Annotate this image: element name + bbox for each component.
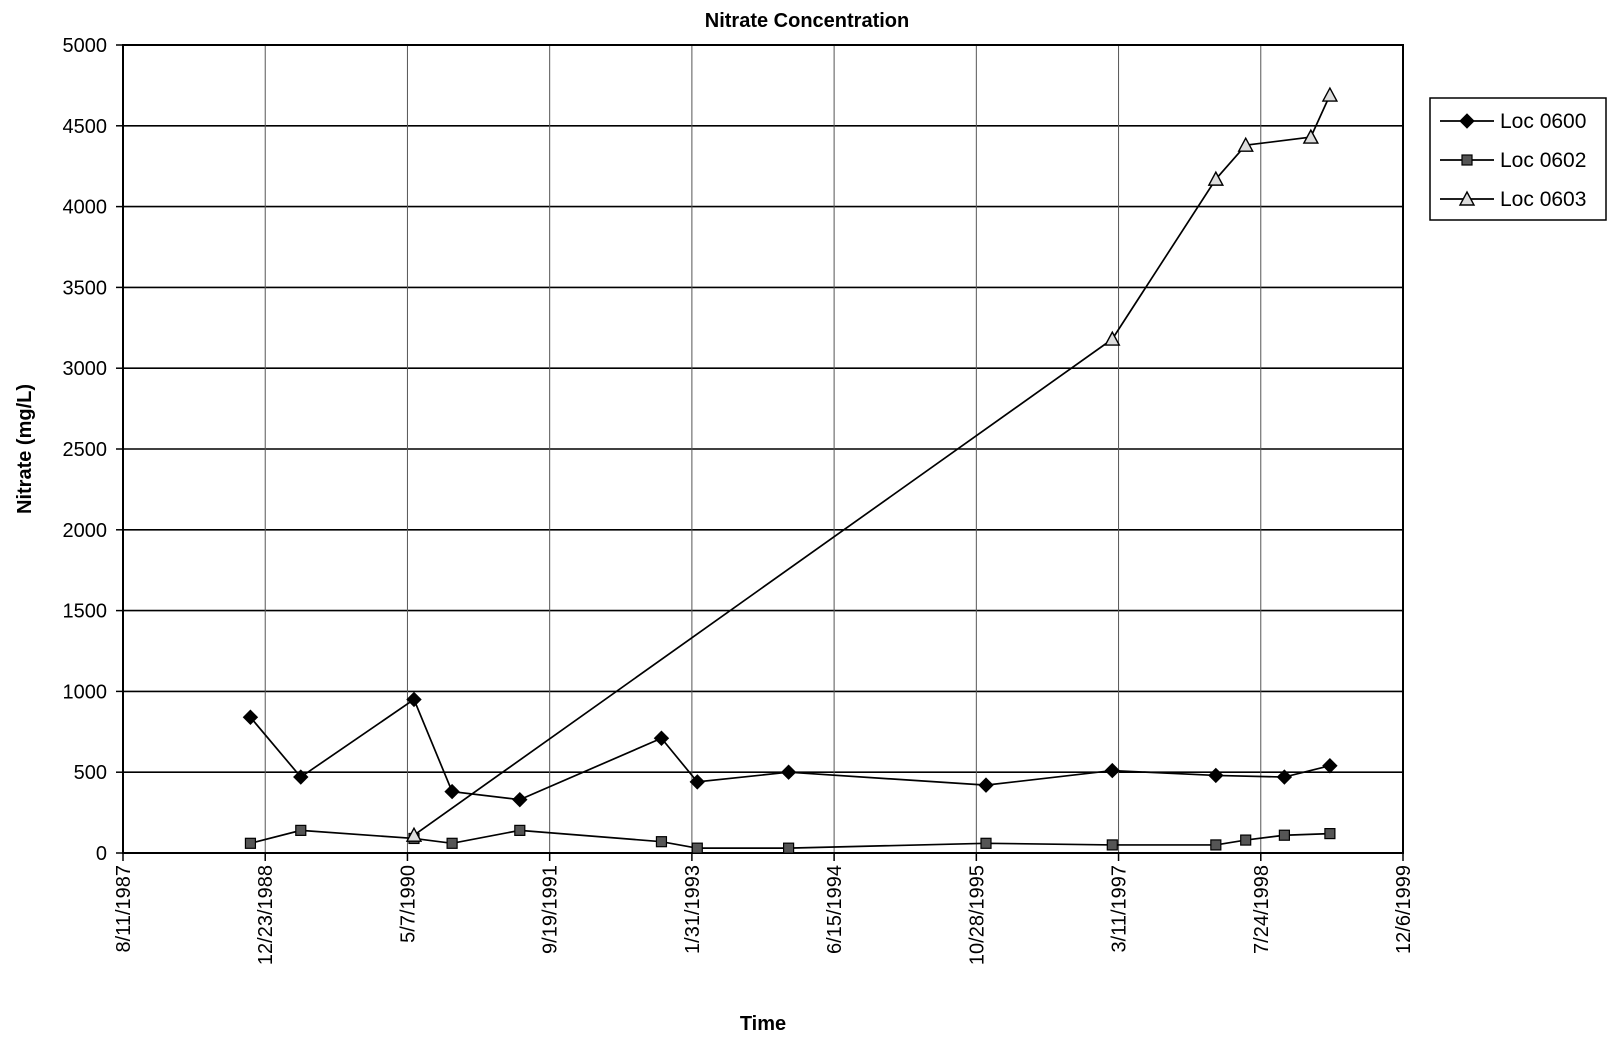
data-point-square — [1240, 834, 1252, 846]
x-tick-label: 5/7/1990 — [397, 865, 419, 943]
data-point-triangle — [1104, 330, 1121, 346]
data-point-diamond — [653, 730, 670, 746]
series-line — [413, 94, 1331, 836]
x-tick-label: 10/28/1995 — [966, 865, 988, 965]
y-tick-label: 0 — [96, 843, 107, 865]
legend-entry: Loc 0602 — [1440, 149, 1586, 172]
chart-title: Nitrate Concentration — [705, 10, 909, 32]
data-point-square — [655, 836, 668, 848]
x-tick-label: 1/31/1993 — [682, 865, 704, 954]
data-point-diamond — [780, 764, 797, 780]
legend-entry: Loc 0600 — [1440, 110, 1586, 133]
series-layer — [242, 86, 1339, 854]
y-tick-label: 2000 — [63, 520, 108, 542]
data-point-triangle — [1237, 136, 1254, 152]
data-point-diamond — [242, 709, 259, 725]
y-axis-title: Nitrate (mg/L) — [14, 384, 36, 514]
y-tick-label: 3000 — [63, 358, 108, 380]
y-tick-label: 3500 — [63, 277, 108, 299]
legend-label: Loc 0602 — [1500, 149, 1586, 172]
legend-entries: Loc 0600 Loc 0602 Loc 0603 — [1440, 110, 1586, 211]
data-point-diamond — [1208, 767, 1224, 784]
data-point-diamond — [1322, 758, 1338, 774]
data-point-triangle — [1321, 86, 1339, 102]
legend — [1429, 97, 1607, 221]
gridlines — [122, 44, 1404, 854]
legend-label: Loc 0600 — [1500, 110, 1586, 133]
data-point-square — [1210, 839, 1222, 851]
data-point-square — [514, 824, 526, 836]
data-point-square — [446, 837, 458, 849]
data-point-diamond — [406, 691, 422, 708]
x-tick-label: 3/11/1997 — [1109, 865, 1131, 953]
data-point-diamond — [689, 774, 706, 790]
data-point-square — [782, 842, 795, 854]
data-point-square — [1106, 839, 1118, 851]
data-point-triangle — [405, 826, 423, 842]
data-point-diamond — [293, 769, 309, 785]
x-tick-label: 12/6/1999 — [1393, 865, 1415, 954]
y-tick-label: 4500 — [63, 116, 108, 138]
y-axis-ticks: 0 500 1000 1500 2000 2500 3000 3500 4000 4500 5000 — [63, 35, 123, 865]
legend-marker-triangle — [1458, 190, 1476, 206]
data-point-diamond — [978, 777, 994, 793]
legend-marker-diamond — [1459, 113, 1475, 129]
data-point-square — [1278, 829, 1290, 841]
y-tick-label: 1500 — [63, 601, 108, 623]
y-tick-label: 2500 — [63, 439, 108, 461]
data-point-square — [1324, 828, 1336, 840]
data-point-triangle — [1207, 170, 1225, 186]
data-point-square — [980, 837, 992, 849]
x-tick-label: 12/23/1988 — [255, 865, 277, 965]
y-tick-label: 1000 — [63, 681, 108, 703]
data-point-diamond — [512, 791, 528, 808]
legend-label: Loc 0603 — [1500, 188, 1586, 211]
data-point-square — [244, 837, 257, 849]
x-tick-label: 8/11/1987 — [113, 865, 135, 953]
x-axis-title: Time — [740, 1013, 786, 1035]
series-loc-0603 — [405, 86, 1339, 842]
y-tick-label: 4000 — [63, 197, 108, 219]
data-point-diamond — [444, 783, 460, 800]
x-tick-label: 6/15/1994 — [824, 865, 846, 954]
data-point-square — [295, 824, 307, 836]
series-loc-0600 — [242, 691, 1338, 808]
data-point-square — [691, 842, 703, 854]
x-tick-label: 7/24/1998 — [1251, 865, 1273, 954]
y-tick-label: 500 — [74, 762, 107, 784]
data-point-triangle — [1302, 128, 1320, 144]
legend-entry: Loc 0603 — [1440, 188, 1586, 211]
series-line — [249, 698, 1331, 801]
data-point-diamond — [1276, 769, 1293, 785]
x-axis-ticks: 8/11/1987 12/23/1988 5/7/1990 9/19/1991 1/31… — [113, 853, 1415, 965]
data-point-diamond — [1104, 762, 1121, 779]
y-tick-label: 5000 — [63, 35, 108, 57]
legend-marker-square — [1461, 154, 1473, 166]
x-tick-label: 9/19/1991 — [540, 865, 562, 954]
